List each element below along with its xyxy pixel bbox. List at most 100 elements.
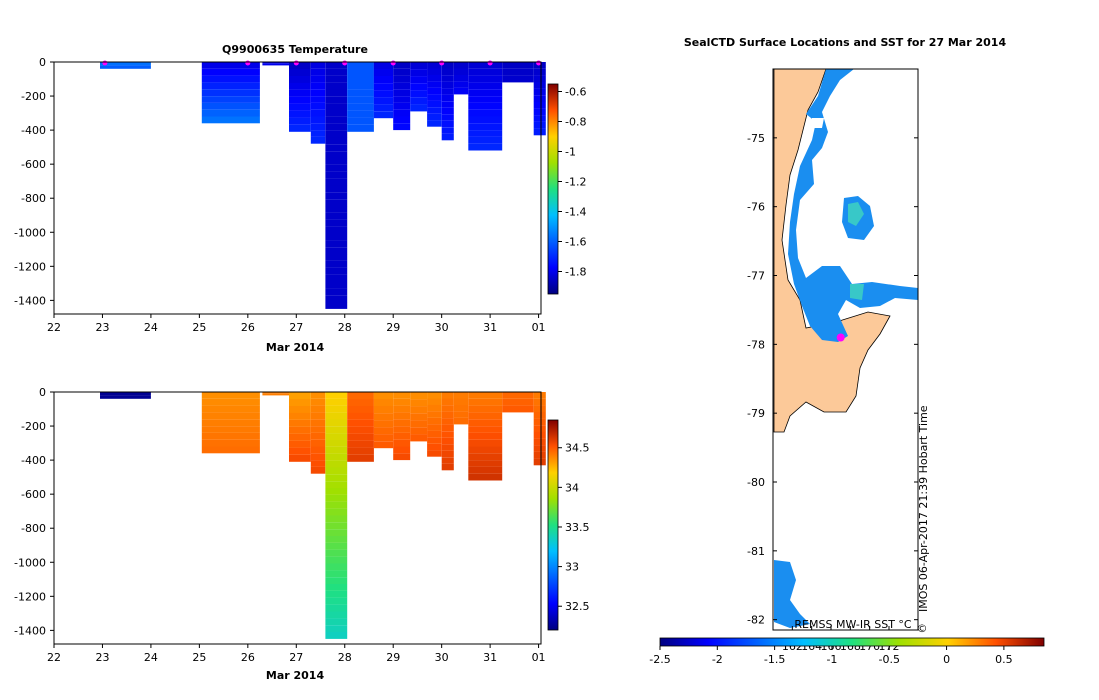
x-tick-label: 27 xyxy=(289,651,303,664)
salinity-panel: 0-200-400-600-800-1000-1200-1400 22 23 24 2… xyxy=(14,386,589,682)
profile-0-cell-0 xyxy=(100,62,151,66)
profile-5-cell-22 xyxy=(325,212,348,220)
temperature-colorbar xyxy=(547,83,559,295)
profile-12-cell-2 xyxy=(453,404,469,412)
profile-1-cell-4 xyxy=(201,419,260,426)
salinity-profiles xyxy=(100,392,546,639)
profile-4-cell-1 xyxy=(310,398,326,406)
lat-tick-label: -78 xyxy=(747,338,765,351)
profile-5-cell-31 xyxy=(325,274,348,282)
profile-5-cell-7 xyxy=(325,440,348,447)
profile-5-cell-27 xyxy=(325,247,348,255)
x-tick-label: 01 xyxy=(532,321,546,334)
profile-5-cell-2 xyxy=(325,405,348,413)
y-tick-label: -1000 xyxy=(14,226,46,239)
profile-10-cell-3 xyxy=(427,411,442,418)
profile-13-cell-12 xyxy=(468,143,503,151)
map-colorbar-tick-label: 0 xyxy=(943,653,950,666)
profile-15-cell-0 xyxy=(533,392,546,399)
profile-4-cell-5 xyxy=(310,426,326,433)
profile-10-cell-2 xyxy=(427,74,442,82)
x-tick-label: 01 xyxy=(532,651,546,664)
profile-3-cell-0 xyxy=(289,392,311,399)
sst-warm-patch xyxy=(848,202,864,226)
profile-13-cell-4 xyxy=(468,89,503,96)
lat-tick-label: -80 xyxy=(747,476,765,489)
profile-13-cell-7 xyxy=(468,109,503,117)
profile-10-cell-2 xyxy=(427,404,442,412)
profile-13-cell-6 xyxy=(468,432,503,440)
profile-3-cell-9 xyxy=(289,454,311,462)
profile-15-cell-5 xyxy=(533,425,546,432)
profile-8-cell-7 xyxy=(393,109,411,117)
profile-12-cell-4 xyxy=(453,417,469,425)
surface-marker xyxy=(487,60,493,66)
profile-13-cell-12 xyxy=(468,473,503,481)
colorbar-tick-label: 32.5 xyxy=(565,600,590,613)
profile-3-cell-9 xyxy=(289,124,311,132)
profile-1-cell-5 xyxy=(201,96,260,103)
x-tick-label: 25 xyxy=(192,651,206,664)
x-tick-label: 23 xyxy=(95,651,109,664)
salinity-axes-frame xyxy=(53,391,542,645)
profile-11-cell-8 xyxy=(441,444,454,451)
profile-7-cell-0 xyxy=(373,392,394,399)
profile-13-cell-11 xyxy=(468,136,503,144)
salinity-x-label: Mar 2014 xyxy=(266,669,325,682)
map-colorbar-tick-label: -1 xyxy=(826,653,837,666)
salinity-colorbar-ticks: 34.5 34 33.5 33 32.5 xyxy=(558,442,590,613)
profile-4-cell-7 xyxy=(310,439,326,447)
profile-8-cell-8 xyxy=(393,446,411,454)
profile-5-cell-25 xyxy=(325,233,348,241)
profile-15-cell-8 xyxy=(533,445,546,452)
profile-5-cell-24 xyxy=(325,556,348,564)
profile-15-cell-5 xyxy=(533,95,546,102)
profile-6-cell-7 xyxy=(347,110,374,118)
profile-15-cell-6 xyxy=(533,431,546,439)
profile-5-cell-11 xyxy=(325,467,348,475)
profile-12-cell-4 xyxy=(453,87,469,95)
profile-2-cell-1 xyxy=(262,63,290,66)
lat-tick-label: -75 xyxy=(747,132,765,145)
profile-10-cell-5 xyxy=(427,94,442,101)
profile-6-cell-2 xyxy=(347,406,374,413)
profile-12-cell-0 xyxy=(453,392,469,399)
profile-5-cell-34 xyxy=(325,295,348,303)
profile-7-cell-3 xyxy=(373,83,394,91)
profile-6-cell-6 xyxy=(347,103,374,111)
profile-6-cell-4 xyxy=(347,89,374,97)
profile-8-cell-0 xyxy=(393,392,411,399)
map-colorbar xyxy=(659,637,1045,647)
profile-10-cell-9 xyxy=(427,450,442,457)
profile-3-cell-1 xyxy=(289,69,311,76)
y-tick-label: -1200 xyxy=(14,590,46,603)
profile-10-cell-6 xyxy=(427,430,442,438)
profile-13-cell-6 xyxy=(468,102,503,110)
map-credit: IMOS 06-Apr-2017 21:39 Hobart Time xyxy=(917,405,930,612)
profile-9-cell-1 xyxy=(410,399,428,407)
profile-6-cell-8 xyxy=(347,447,374,455)
sst-water-coast xyxy=(788,69,918,342)
profile-9-cell-5 xyxy=(410,427,428,435)
profile-3-cell-4 xyxy=(289,89,311,97)
profile-5-cell-30 xyxy=(325,267,348,275)
profile-8-cell-5 xyxy=(393,96,411,103)
profile-13-cell-9 xyxy=(468,123,503,131)
y-tick-label: -1400 xyxy=(14,294,46,307)
profile-8-cell-3 xyxy=(393,412,411,420)
profile-5-cell-17 xyxy=(325,508,348,516)
profile-5-cell-4 xyxy=(325,89,348,97)
y-tick-label: -400 xyxy=(21,454,46,467)
profile-8-cell-9 xyxy=(393,123,411,131)
profile-5-cell-21 xyxy=(325,206,348,213)
profile-5-cell-0 xyxy=(325,392,348,399)
profile-15-cell-2 xyxy=(533,405,546,412)
profile-5-cell-13 xyxy=(325,151,348,159)
profile-9-cell-5 xyxy=(410,97,428,105)
profile-11-cell-3 xyxy=(441,81,454,89)
profile-5-cell-11 xyxy=(325,137,348,145)
y-tick-label: -800 xyxy=(21,192,46,205)
lat-tick-label: -79 xyxy=(747,407,765,420)
profile-13-cell-8 xyxy=(468,446,503,454)
profile-4-cell-3 xyxy=(310,82,326,90)
